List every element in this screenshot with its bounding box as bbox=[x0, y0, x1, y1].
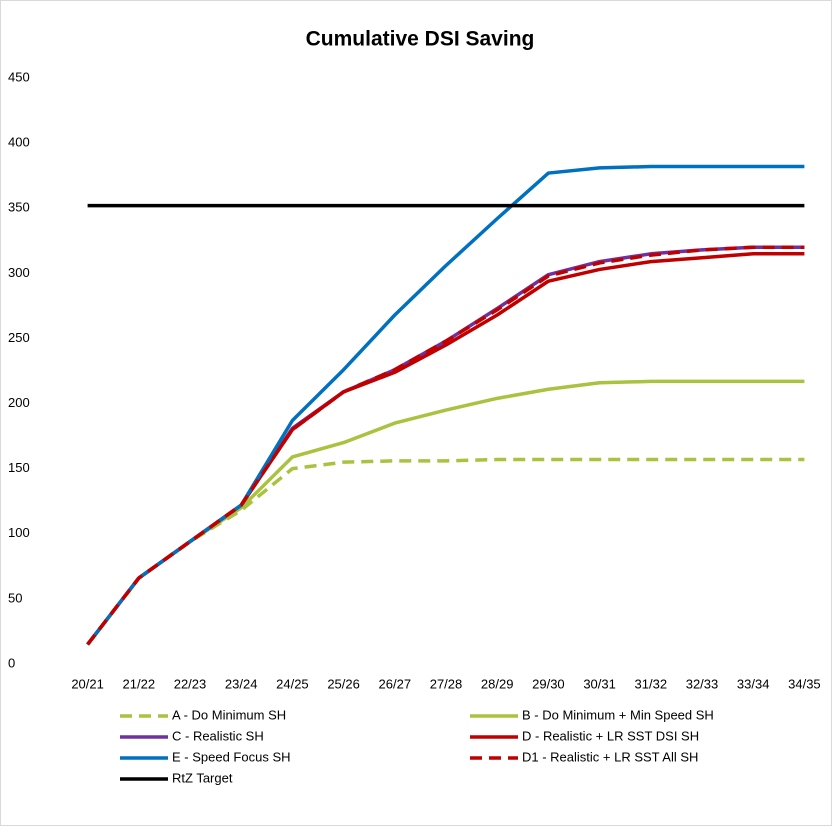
x-tick-label: 23/24 bbox=[225, 676, 258, 691]
x-tick-label: 22/23 bbox=[174, 676, 207, 691]
x-tick-label: 26/27 bbox=[379, 676, 412, 691]
x-tick-label: 30/31 bbox=[583, 676, 616, 691]
y-tick-label: 300 bbox=[8, 265, 30, 280]
x-tick-label: 34/35 bbox=[788, 676, 821, 691]
x-tick-label: 21/22 bbox=[123, 676, 156, 691]
x-tick-label: 28/29 bbox=[481, 676, 514, 691]
x-tick-label: 31/32 bbox=[635, 676, 668, 691]
y-tick-label: 450 bbox=[8, 69, 30, 84]
y-tick-label: 50 bbox=[8, 590, 22, 605]
x-tick-label: 27/28 bbox=[430, 676, 463, 691]
x-tick-label: 29/30 bbox=[532, 676, 565, 691]
legend-label: E - Speed Focus SH bbox=[172, 749, 291, 764]
legend-label: RtZ Target bbox=[172, 770, 233, 785]
x-tick-label: 32/33 bbox=[686, 676, 719, 691]
x-tick-label: 20/21 bbox=[71, 676, 104, 691]
y-tick-label: 0 bbox=[8, 655, 15, 670]
y-tick-label: 150 bbox=[8, 460, 30, 475]
y-tick-label: 100 bbox=[8, 525, 30, 540]
y-tick-label: 350 bbox=[8, 200, 30, 215]
y-tick-label: 250 bbox=[8, 330, 30, 345]
series-line bbox=[86, 457, 805, 646]
y-tick-label: 200 bbox=[8, 395, 30, 410]
legend-label: B - Do Minimum + Min Speed SH bbox=[522, 707, 714, 722]
legend-label: C - Realistic SH bbox=[172, 728, 264, 743]
x-tick-label: 25/26 bbox=[327, 676, 360, 691]
legend-label: D1 - Realistic + LR SST All SH bbox=[522, 749, 698, 764]
y-tick-label: 400 bbox=[8, 135, 30, 150]
legend-label: A - Do Minimum SH bbox=[172, 707, 286, 722]
legend-label: D - Realistic + LR SST DSI SH bbox=[522, 728, 699, 743]
series-line bbox=[86, 164, 805, 646]
x-tick-label: 24/25 bbox=[276, 676, 309, 691]
series-line bbox=[86, 245, 805, 646]
x-tick-label: 33/34 bbox=[737, 676, 770, 691]
chart-title: Cumulative DSI Saving bbox=[306, 28, 535, 51]
